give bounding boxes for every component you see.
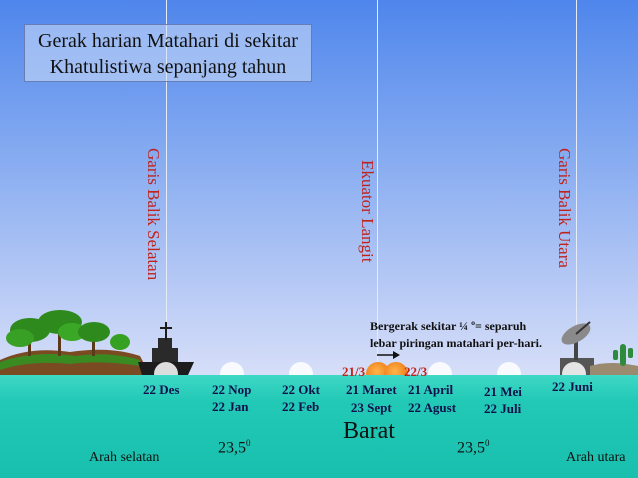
equinox-label-right: 22/3 (404, 364, 428, 379)
date-label-3: 22 Okt 22 Feb (282, 382, 320, 414)
tropic-north-label: Garis Balik Utara (555, 148, 574, 268)
tropic-north-line (576, 0, 577, 375)
direction-west-label: Barat (343, 418, 395, 444)
date-label-7: 22 Juni (552, 379, 593, 394)
angle-left: 23,50 (218, 438, 251, 457)
tropic-south-line (166, 0, 167, 375)
cactus-icon (613, 344, 633, 366)
movement-note: Bergerak sekitar ¼ º= separuh lebar piri… (370, 318, 542, 352)
date-label-1: 22 Des (143, 382, 180, 397)
title-box: Gerak harian Matahari di sekitar Khatuli… (24, 24, 312, 82)
date-label-4: 21 Maret 23 Sept (346, 382, 397, 415)
movement-note-line-2: lebar piringan matahari per-hari. (370, 336, 542, 350)
sea-horizon (0, 375, 638, 478)
tropic-south-label: Garis Balik Selatan (144, 148, 163, 281)
direction-south-label: Arah selatan (89, 450, 160, 465)
island-icon (0, 310, 150, 375)
title-line-2: Khatulistiwa sepanjang tahun (49, 56, 287, 78)
equator-label: Ekuator Langit (358, 160, 377, 263)
title-line-1: Gerak harian Matahari di sekitar (38, 30, 298, 52)
date-label-5: 21 April 22 Agust (408, 382, 457, 415)
date-label-2: 22 Nop 22 Jan (212, 382, 252, 414)
movement-note-line-1: Bergerak sekitar ¼ º= separuh (370, 319, 527, 333)
equinox-label-left: 21/3 (342, 364, 366, 379)
direction-north-label: Arah utara (566, 450, 626, 465)
equator-line (377, 0, 378, 375)
date-label-6: 21 Mei 22 Juli (484, 384, 522, 416)
angle-right: 23,50 (457, 438, 490, 457)
